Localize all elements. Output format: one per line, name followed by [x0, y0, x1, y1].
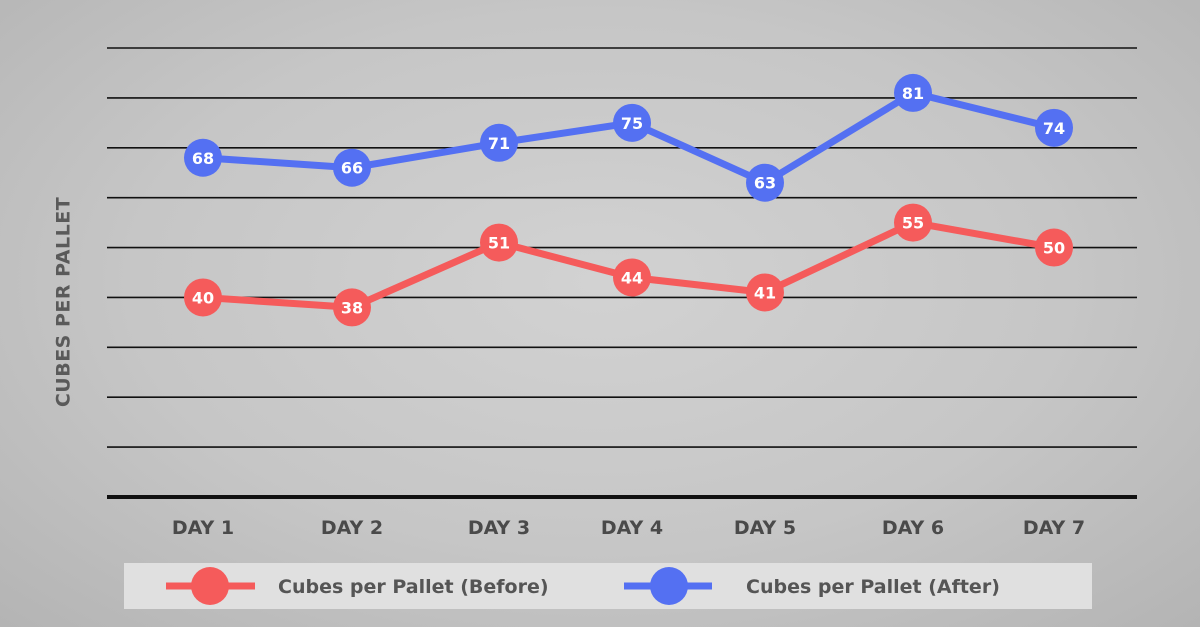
data-point [480, 123, 518, 162]
series-group: 40 38 51 44 41 55 50 68 66 71 75 63 81 74 [184, 73, 1073, 327]
data-point [333, 148, 371, 187]
data-point [746, 163, 784, 202]
x-tick-label: DAY 3 [468, 517, 530, 539]
data-point [613, 103, 651, 142]
data-label: 55 [902, 214, 924, 233]
x-tick-label: DAY 5 [734, 517, 796, 539]
legend-label: Cubes per Pallet (Before) [278, 576, 549, 598]
data-point [1035, 108, 1073, 147]
data-label: 81 [902, 84, 924, 103]
legend-label: Cubes per Pallet (After) [746, 576, 1000, 598]
y-axis-label: CUBES PER PALLET [53, 197, 75, 407]
legend-item: Cubes per Pallet (Before) [166, 567, 549, 605]
data-point [894, 73, 932, 112]
series-after: 68 66 71 75 63 81 74 [184, 73, 1073, 202]
data-label: 63 [754, 174, 776, 193]
data-label: 41 [754, 283, 776, 302]
data-label: 74 [1043, 119, 1065, 138]
data-point [184, 278, 222, 317]
data-point [1035, 228, 1073, 267]
x-tick-label: DAY 7 [1023, 517, 1085, 539]
legend-marker [650, 567, 688, 605]
data-point [746, 273, 784, 312]
x-tick-label: DAY 4 [601, 517, 663, 539]
legend-item: Cubes per Pallet (After) [624, 567, 1000, 605]
series-before: 40 38 51 44 41 55 50 [184, 203, 1073, 327]
data-label: 66 [341, 159, 363, 178]
legend-background [124, 563, 1092, 609]
x-tick-labels: DAY 1 DAY 2 DAY 3 DAY 4 DAY 5 DAY 6 DAY 7 [172, 517, 1085, 539]
x-tick-label: DAY 6 [882, 517, 944, 539]
data-point [613, 258, 651, 297]
data-label: 71 [488, 134, 510, 153]
x-tick-label: DAY 1 [172, 517, 234, 539]
data-label: 40 [192, 288, 214, 307]
data-label: 38 [341, 298, 363, 317]
data-point [184, 138, 222, 177]
data-label: 50 [1043, 239, 1065, 258]
data-label: 44 [621, 268, 643, 287]
data-label: 75 [621, 114, 643, 133]
data-label: 51 [488, 234, 510, 253]
data-point [894, 203, 932, 242]
data-point [480, 223, 518, 262]
gridlines [107, 47, 1137, 499]
data-point [333, 288, 371, 327]
data-label: 68 [192, 149, 214, 168]
x-tick-label: DAY 2 [321, 517, 383, 539]
legend-marker [191, 567, 229, 605]
legend: Cubes per Pallet (Before) Cubes per Palle… [124, 563, 1092, 609]
